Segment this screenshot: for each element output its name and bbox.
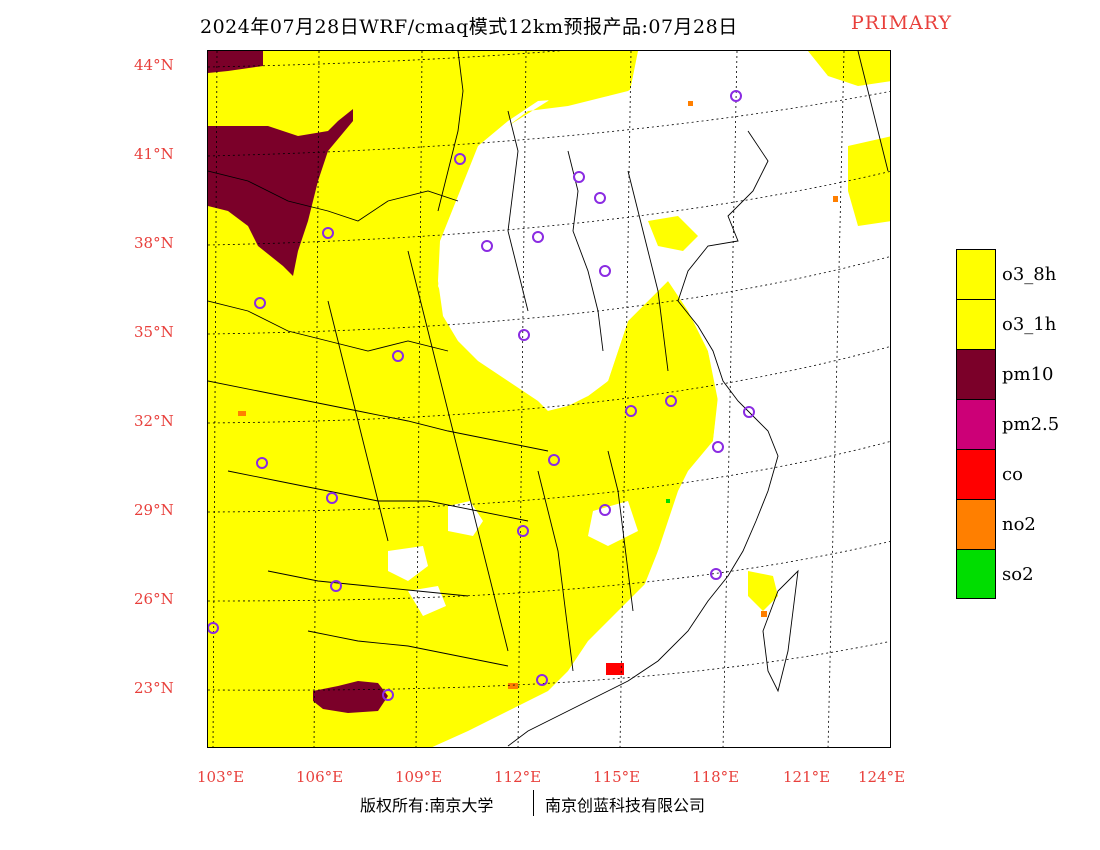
legend-swatch — [956, 449, 996, 499]
lon-label-118: 118°E — [692, 768, 740, 786]
legend: o3_8h o3_1h pm10 pm2.5 co no2 so2 — [956, 249, 1076, 599]
lon-label-124: 124°E — [858, 768, 906, 786]
copyright-text: 版权所有:南京大学 — [360, 796, 494, 815]
no2-spot-2 — [238, 411, 246, 416]
primary-tag: PRIMARY — [851, 12, 953, 34]
legend-label: o3_1h — [1002, 314, 1057, 335]
lat-label-35: 35°N — [134, 323, 174, 341]
map-canvas — [208, 51, 890, 747]
clean-region-southeast — [433, 391, 890, 747]
legend-swatch — [956, 549, 996, 599]
lon-label-103: 103°E — [197, 768, 245, 786]
legend-item-co: co — [956, 449, 1076, 499]
lon-label-112: 112°E — [494, 768, 542, 786]
legend-swatch — [956, 349, 996, 399]
o3-patch-east — [548, 351, 668, 461]
o3-patch-east2 — [668, 291, 713, 426]
clean-hole-3 — [388, 546, 428, 581]
so2-spot — [666, 499, 670, 503]
lat-label-23: 23°N — [134, 679, 174, 697]
lon-label-106: 106°E — [296, 768, 344, 786]
legend-label: no2 — [1002, 514, 1036, 535]
co-spot — [606, 663, 624, 675]
map-frame — [207, 50, 891, 748]
clean-hole-4 — [408, 586, 446, 616]
lat-label-32: 32°N — [134, 412, 174, 430]
lon-label-109: 109°E — [395, 768, 443, 786]
legend-item-pm25: pm2.5 — [956, 399, 1076, 449]
legend-label: so2 — [1002, 564, 1034, 585]
legend-label: pm2.5 — [1002, 414, 1060, 435]
legend-swatch — [956, 399, 996, 449]
company-name: 南京创蓝科技有限公司 — [545, 796, 706, 815]
lon-label-121: 121°E — [783, 768, 831, 786]
clean-region-north — [438, 101, 668, 403]
title-row: 2024年07月28日WRF/cmaq模式12km预报产品:07月28日 PRI… — [0, 12, 1100, 40]
pm10-patch-south — [313, 681, 388, 713]
legend-item-o3-1h: o3_1h — [956, 299, 1076, 349]
legend-label: o3_8h — [1002, 264, 1057, 285]
o3-patch-korea — [848, 136, 890, 226]
legend-item-no2: no2 — [956, 499, 1076, 549]
map-title: 2024年07月28日WRF/cmaq模式12km预报产品:07月28日 — [200, 16, 738, 38]
lat-label-44: 44°N — [134, 56, 174, 74]
o3-field-main — [208, 51, 718, 747]
lat-label-41: 41°N — [134, 145, 174, 163]
footer-separator — [533, 790, 534, 816]
legend-label: pm10 — [1002, 364, 1054, 385]
lon-label-115: 115°E — [593, 768, 641, 786]
clean-region-northeast — [628, 51, 890, 441]
legend-label: co — [1002, 464, 1023, 485]
city-markers — [208, 90, 755, 701]
legend-swatch — [956, 499, 996, 549]
pm10-patch-northwest — [208, 51, 263, 73]
no2-spot-3 — [508, 683, 518, 689]
no2-spot-4 — [833, 196, 838, 202]
legend-item-so2: so2 — [956, 549, 1076, 599]
legend-item-pm10: pm10 — [956, 349, 1076, 399]
lat-label-26: 26°N — [134, 590, 174, 608]
no2-spot-1 — [688, 101, 693, 106]
pm10-patch-west-large — [208, 109, 353, 276]
o3-patch-taiwan — [748, 571, 778, 611]
legend-swatch — [956, 249, 996, 299]
clean-hole-1 — [448, 501, 483, 536]
o3-patch-shandong — [648, 216, 698, 251]
legend-swatch — [956, 299, 996, 349]
footer: 版权所有:南京大学 南京创蓝科技有限公司 — [0, 790, 1100, 818]
lat-label-38: 38°N — [134, 234, 174, 252]
no2-spot-5 — [761, 611, 767, 617]
boundaries — [208, 51, 889, 747]
lat-label-29: 29°N — [134, 501, 174, 519]
o3-patch-northeast — [808, 51, 890, 86]
legend-item-o3-8h: o3_8h — [956, 249, 1076, 299]
